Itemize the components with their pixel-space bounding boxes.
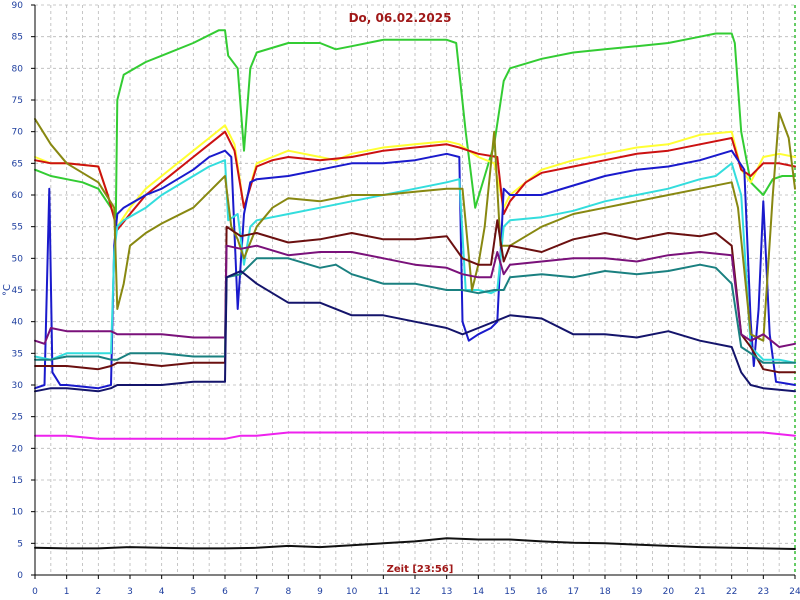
x-tick-label: 10: [346, 587, 358, 597]
y-axis-label: °C: [2, 284, 13, 296]
x-axis-label: Zeit [23:56]: [387, 564, 454, 575]
y-tick-label: 15: [12, 476, 23, 486]
series-line-11: [34, 431, 796, 440]
x-tick-label: 24: [789, 587, 800, 597]
y-tick-label: 0: [17, 571, 23, 581]
x-tick-label: 23: [758, 587, 769, 597]
series-line-5: [34, 159, 796, 364]
x-tick-label: 1: [64, 587, 70, 597]
x-tick-label: 4: [159, 587, 165, 597]
x-tick-label: 20: [663, 587, 675, 597]
series-line-7: [34, 219, 796, 374]
x-tick-label: 12: [409, 587, 420, 597]
series-line-6: [34, 111, 796, 342]
x-tick-label: 2: [95, 587, 101, 597]
x-tick-label: 14: [473, 587, 485, 597]
x-tick-label: 0: [32, 587, 38, 597]
y-tick-label: 75: [12, 96, 23, 106]
chart-title: Do, 06.02.2025: [349, 11, 452, 25]
y-tick-label: 50: [12, 254, 24, 264]
x-tick-label: 17: [568, 587, 579, 597]
x-tick-label: 11: [378, 587, 389, 597]
x-tick-label: 5: [190, 587, 196, 597]
y-tick-labels: 0 5 10 15 20 25 30 35 40 45 50 55 60 65 70 75 80 85 90: [12, 1, 35, 581]
x-tick-label: 19: [631, 587, 643, 597]
series-line-1: [34, 29, 796, 222]
x-tick-label: 7: [254, 587, 260, 597]
y-tick-label: 55: [12, 223, 23, 233]
x-tick-label: 21: [694, 587, 705, 597]
x-tick-label: 3: [127, 587, 133, 597]
series-line-10: [34, 270, 796, 393]
x-tick-label: 16: [536, 587, 548, 597]
x-tick-label: 15: [504, 587, 515, 597]
series-line-3: [34, 130, 796, 231]
y-tick-label: 60: [12, 191, 24, 201]
x-tick-label: 18: [599, 587, 611, 597]
series-line-12: [34, 537, 796, 550]
y-tick-label: 90: [12, 1, 24, 11]
y-tick-label: 20: [12, 444, 24, 454]
y-tick-label: 85: [12, 33, 23, 43]
x-tick-label: 8: [285, 587, 291, 597]
x-tick-label: 6: [222, 587, 228, 597]
series-line-8: [34, 244, 796, 348]
y-tick-label: 30: [12, 381, 24, 391]
series-group: [34, 29, 796, 550]
y-tick-label: 65: [12, 159, 23, 169]
y-tick-label: 80: [12, 64, 24, 74]
y-tick-label: 35: [12, 349, 23, 359]
x-tick-labels: 0 1 2 3 4 5 6 7 8 9 10 11 12 13 14 15 16 17 18 19 20 21 22 23 24: [32, 575, 800, 597]
y-tick-label: 70: [12, 128, 24, 138]
series-line-2: [34, 124, 796, 228]
y-tick-label: 5: [17, 539, 23, 549]
x-tick-label: 9: [317, 587, 323, 597]
series-line-9: [34, 257, 796, 364]
x-tick-label: 13: [441, 587, 452, 597]
y-tick-label: 45: [12, 286, 23, 296]
y-tick-label: 40: [12, 318, 24, 328]
x-tick-label: 22: [726, 587, 737, 597]
y-tick-label: 10: [12, 508, 24, 518]
y-tick-label: 25: [12, 413, 23, 423]
